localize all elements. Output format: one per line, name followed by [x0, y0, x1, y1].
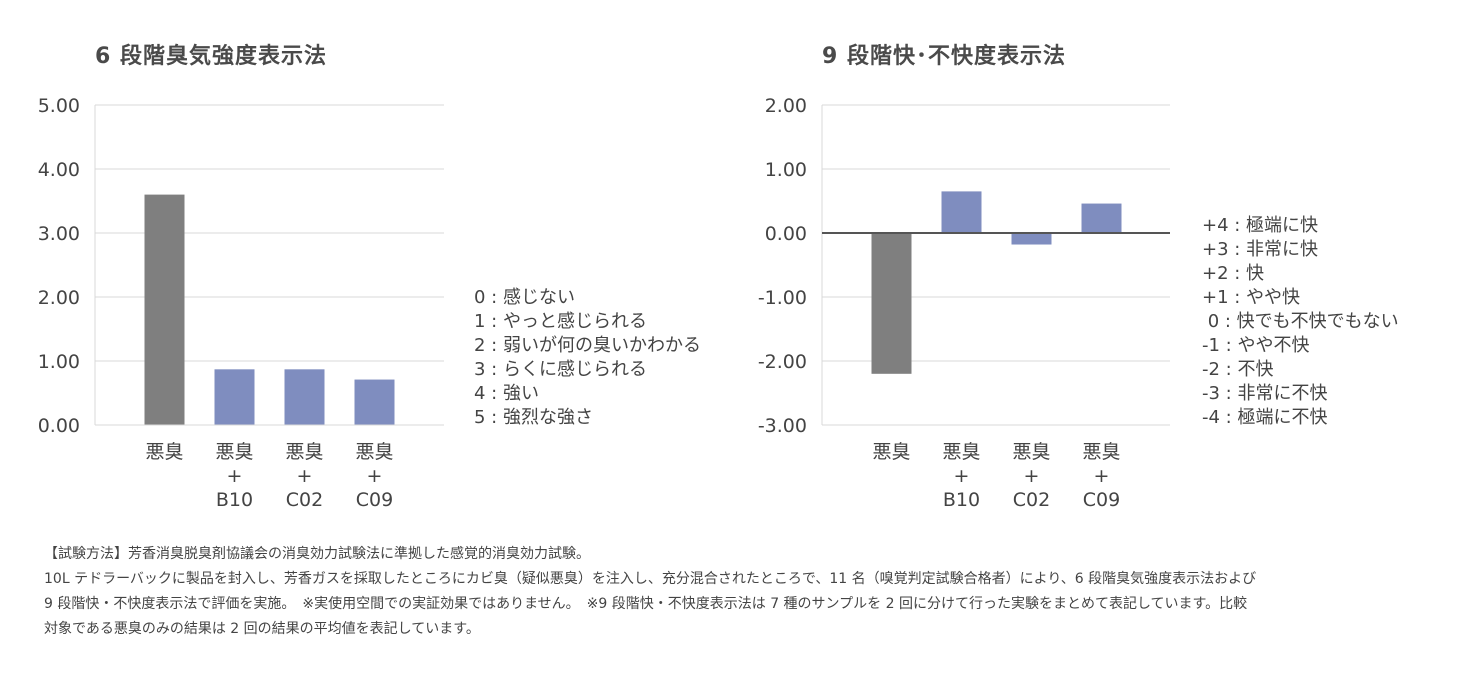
bar: [871, 233, 912, 374]
y-tick-label: 0.00: [765, 223, 807, 245]
legend-item: +3 : 非常に快: [1202, 239, 1319, 260]
chart2-title: 9 段階快･不快度表示法: [822, 44, 1066, 69]
y-tick-label: 5.00: [38, 95, 80, 117]
category-label: 悪臭: [1012, 441, 1050, 463]
legend-item: +4 : 極端に快: [1202, 215, 1319, 236]
y-tick-label: 2.00: [38, 287, 80, 309]
footnote-line: 10L テドラーバックに製品を封入し、芳香ガスを採取したところにカビ臭（疑似悪臭…: [44, 571, 1257, 587]
category-label: +: [367, 465, 383, 487]
category-label: +: [1094, 465, 1110, 487]
y-tick-label: 2.00: [765, 95, 807, 117]
category-label: 悪臭: [872, 441, 910, 463]
legend-item: -4 : 極端に不快: [1202, 407, 1328, 428]
legend-item: -2 : 不快: [1202, 359, 1274, 380]
legend-item: 2 : 弱いが何の臭いかわかる: [474, 335, 701, 356]
legend-item: 3 : らくに感じられる: [474, 359, 647, 380]
category-label: +: [227, 465, 243, 487]
category-label: 悪臭: [355, 441, 393, 463]
legend-item: 0 : 快でも不快でもない: [1202, 311, 1399, 332]
category-label: 悪臭: [285, 441, 323, 463]
category-label: 悪臭: [1082, 441, 1120, 463]
bar: [1081, 203, 1122, 233]
footnote-line: 対象である悪臭のみの結果は 2 回の結果の平均値を表記しています。: [44, 621, 480, 637]
category-label: C02: [1013, 489, 1050, 511]
bar: [144, 194, 185, 425]
legend-item: -1 : やや不快: [1202, 335, 1310, 356]
y-tick-label: 4.00: [38, 159, 80, 181]
chart2-legend: +4 : 極端に快 +3 : 非常に快 +2 : 快 +1 : やや快 0 : 快でも…: [1202, 214, 1399, 430]
footnote-line: 【試験方法】芳香消臭脱臭剤協議会の消臭効力試験法に準拠した感覚的消臭効力試験。: [44, 546, 590, 562]
category-label: C09: [1083, 489, 1120, 511]
category-label: 悪臭: [942, 441, 980, 463]
y-tick-label: 1.00: [765, 159, 807, 181]
footnote-line: 9 段階快・不快度表示法で評価を実施。 ※実使用空間での実証効果ではありません。…: [44, 596, 1248, 612]
y-tick-label: -1.00: [758, 287, 807, 309]
chart1-legend: 0 : 感じない 1 : やっと感じられる 2 : 弱いが何の臭いかわかる 3 : ら…: [474, 286, 701, 430]
bar: [941, 191, 982, 233]
legend-item: +1 : やや快: [1202, 287, 1301, 308]
category-label: +: [954, 465, 970, 487]
y-tick-label: 1.00: [38, 351, 80, 373]
legend-item: -3 : 非常に不快: [1202, 383, 1328, 404]
category-label: B10: [216, 489, 253, 511]
y-tick-label: 3.00: [38, 223, 80, 245]
legend-item: 1 : やっと感じられる: [474, 311, 647, 332]
legend-item: 0 : 感じない: [474, 287, 575, 308]
y-tick-label: -3.00: [758, 415, 807, 437]
category-label: 悪臭: [145, 441, 183, 463]
bar: [284, 369, 325, 425]
legend-item: 4 : 強い: [474, 383, 539, 404]
category-label: +: [1024, 465, 1040, 487]
category-label: C02: [286, 489, 323, 511]
bar: [354, 379, 395, 425]
bar: [214, 369, 255, 425]
legend-item: +2 : 快: [1202, 263, 1265, 284]
chart1-title: 6 段階臭気強度表示法: [95, 44, 327, 69]
y-tick-label: -2.00: [758, 351, 807, 373]
bar: [1011, 233, 1052, 245]
category-label: C09: [356, 489, 393, 511]
test-method-footnote: 【試験方法】芳香消臭脱臭剤協議会の消臭効力試験法に準拠した感覚的消臭効力試験。 …: [44, 542, 1434, 642]
category-label: +: [297, 465, 313, 487]
category-label: 悪臭: [215, 441, 253, 463]
category-label: B10: [943, 489, 980, 511]
y-tick-label: 0.00: [38, 415, 80, 437]
legend-item: 5 : 強烈な強さ: [474, 407, 593, 428]
